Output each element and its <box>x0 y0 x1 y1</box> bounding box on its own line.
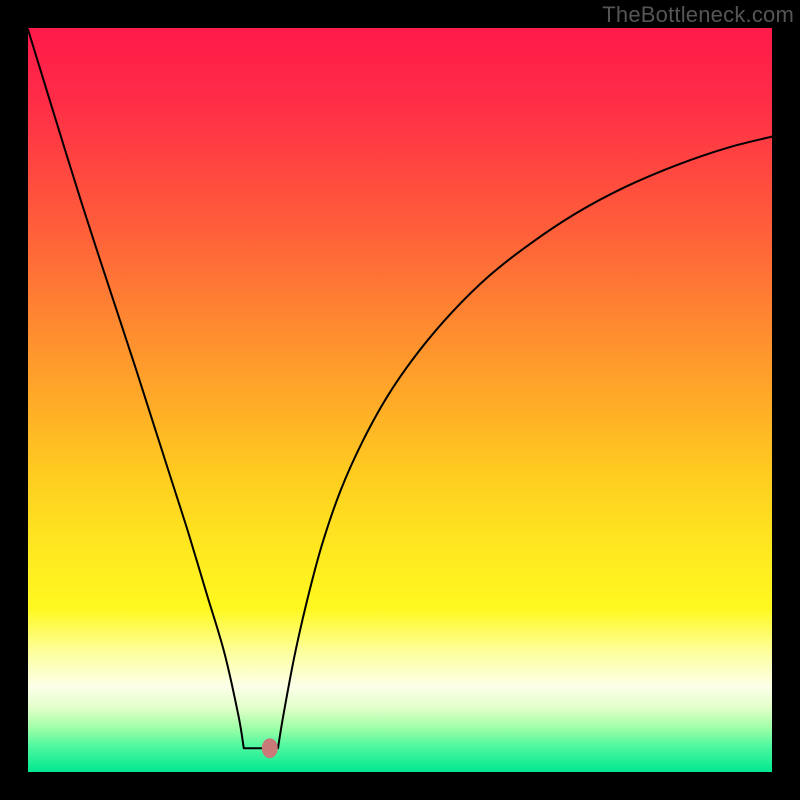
bottleneck-chart <box>0 0 800 800</box>
optimal-point-marker <box>262 738 278 758</box>
chart-gradient-background <box>28 28 772 772</box>
watermark-text: TheBottleneck.com <box>602 2 794 28</box>
chart-container: { "watermark": { "text": "TheBottleneck.… <box>0 0 800 800</box>
